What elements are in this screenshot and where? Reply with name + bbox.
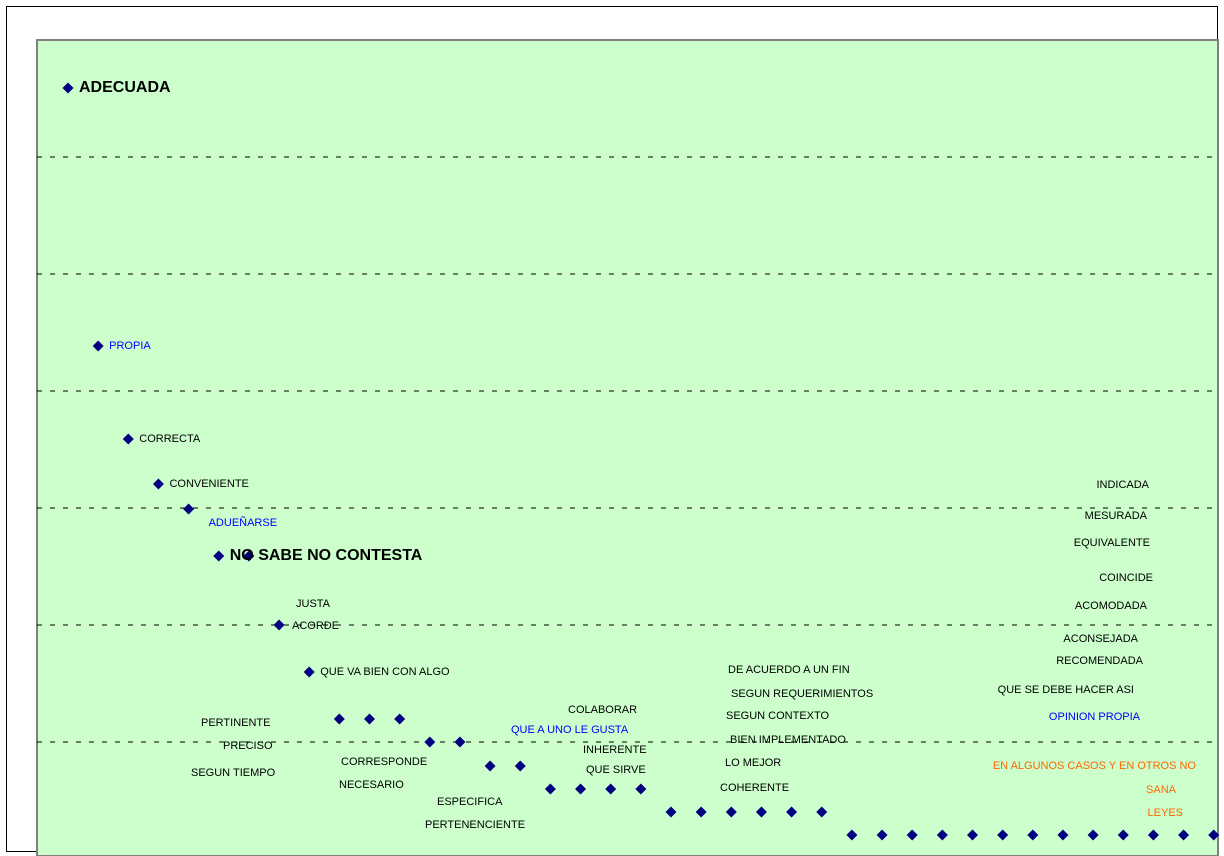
data-point-26 <box>816 806 828 818</box>
data-point-10 <box>333 713 345 725</box>
point-label-5: ADUEÑARSE <box>209 516 277 529</box>
annotation-label-7: NECESARIO <box>339 779 404 791</box>
annotation-label-6: CORRESPONDE <box>341 756 427 768</box>
point-label-9: QUE VA BIEN CON ALGO <box>320 666 450 678</box>
data-point-30 <box>936 829 948 841</box>
annotation-label-11: QUE A UNO LE GUSTA <box>511 724 629 736</box>
data-point-25 <box>786 806 798 818</box>
data-point-12 <box>394 713 406 725</box>
annotation-label-31: LEYES <box>1148 807 1183 819</box>
data-point-39 <box>1208 829 1220 841</box>
annotation-label-3: PERTINENTE <box>201 717 270 729</box>
annotation-label-9: PERTENENCIENTE <box>425 819 525 831</box>
data-point-7 <box>243 550 255 562</box>
annotation-label-27: QUE SE DEBE HACER ASI <box>998 684 1134 696</box>
annotation-label-5: SEGUN TIEMPO <box>191 767 276 779</box>
data-point-1 <box>62 82 74 94</box>
data-point-19 <box>605 783 617 795</box>
data-point-6 <box>213 550 225 562</box>
data-point-33 <box>1027 829 1039 841</box>
annotation-label-28: OPINION PROPIA <box>1049 711 1141 723</box>
data-point-16 <box>514 760 526 772</box>
point-label-3: CORRECTA <box>139 433 201 445</box>
data-point-17 <box>544 783 556 795</box>
annotation-label-26: RECOMENDADA <box>1056 655 1143 667</box>
annotation-label-25: ACONSEJADA <box>1063 633 1138 645</box>
annotation-label-20: INDICADA <box>1096 479 1149 491</box>
annotation-label-19: COHERENTE <box>720 782 789 794</box>
annotation-label-13: QUE SIRVE <box>586 764 646 776</box>
point-label-2: PROPIA <box>109 340 151 352</box>
annotation-label-10: COLABORAR <box>568 704 637 716</box>
data-point-27 <box>846 829 858 841</box>
gridlines <box>37 156 1218 743</box>
point-label-1: ADECUADA <box>79 79 171 96</box>
annotation-label-8: ESPECIFICA <box>437 796 503 808</box>
data-point-24 <box>755 806 767 818</box>
annotation-label-14: DE ACUERDO A UN FIN <box>728 664 850 676</box>
annotation-label-12: INHERENTE <box>583 744 647 756</box>
data-point-37 <box>1147 829 1159 841</box>
annotation-label-1: JUSTA <box>296 598 331 610</box>
data-point-18 <box>575 783 587 795</box>
point-label-4: CONVENIENTE <box>169 478 248 490</box>
annotation-label-2: ACORDE <box>292 620 339 632</box>
markers <box>62 82 1220 841</box>
annotation-label-18: LO MEJOR <box>725 757 781 769</box>
data-point-14 <box>454 736 466 748</box>
labels: ADECUADA PROPIA CORRECTA CONVENIENTE ADUEÑAR… <box>79 79 1196 831</box>
annotation-label-17: BIEN IMPLEMENTADO <box>730 734 846 746</box>
annotation-label-29: EN ALGUNOS CASOS Y EN OTROS NO <box>993 760 1197 772</box>
data-point-36 <box>1117 829 1129 841</box>
data-point-21 <box>665 806 677 818</box>
data-point-3 <box>122 433 134 445</box>
annotation-label-23: COINCIDE <box>1099 572 1153 584</box>
data-point-2 <box>92 340 104 352</box>
data-point-22 <box>695 806 707 818</box>
annotation-label-4: PRECISO <box>223 740 273 752</box>
data-point-31 <box>967 829 978 841</box>
data-point-29 <box>906 829 918 841</box>
annotation-label-15: SEGUN REQUERIMIENTOS <box>731 688 873 700</box>
annotation-label-22: EQUIVALENTE <box>1074 537 1150 549</box>
annotation-label-30: SANA <box>1146 784 1177 796</box>
data-point-20 <box>635 783 647 795</box>
data-point-4 <box>152 478 164 490</box>
data-point-13 <box>424 736 436 748</box>
data-point-32 <box>997 829 1009 841</box>
data-point-15 <box>484 760 496 772</box>
annotation-label-24: ACOMODADA <box>1075 600 1148 612</box>
data-point-8 <box>273 619 285 631</box>
annotation-label-16: SEGUN CONTEXTO <box>726 710 830 722</box>
data-point-23 <box>725 806 737 818</box>
data-point-38 <box>1178 829 1190 841</box>
data-point-5 <box>183 503 195 515</box>
plot-area <box>36 39 1219 856</box>
point-label-6: NO SABE NO CONTESTA <box>230 547 423 564</box>
annotation-label-21: MESURADA <box>1085 510 1148 522</box>
data-point-35 <box>1087 829 1099 841</box>
data-point-28 <box>876 829 888 841</box>
data-point-34 <box>1057 829 1069 841</box>
data-point-11 <box>364 713 375 725</box>
data-point-9 <box>303 666 315 678</box>
